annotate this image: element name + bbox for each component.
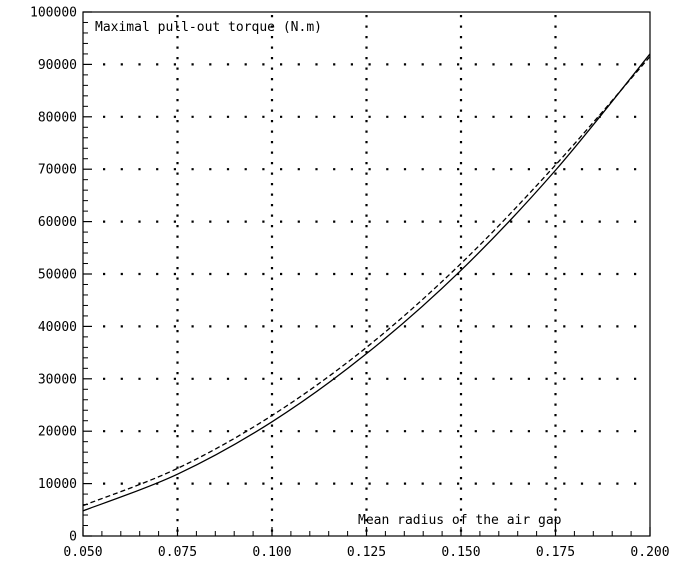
y-tick-label: 40000 xyxy=(38,320,77,335)
y-tick-label: 20000 xyxy=(38,425,77,440)
y-axis: 0 10000 20000 30000 40000 50000 60000 70000 8000… xyxy=(30,6,92,545)
x-tick-label: 0.050 xyxy=(63,545,102,560)
series-lines xyxy=(82,53,651,512)
y-tick-label: 60000 xyxy=(38,215,77,230)
y-tick-label: 100000 xyxy=(30,6,77,21)
x-tick-label: 0.075 xyxy=(158,545,197,560)
series-line-dashed xyxy=(82,56,651,507)
y-tick-label: 50000 xyxy=(38,268,77,283)
x-tick-label: 0.175 xyxy=(536,545,575,560)
y-tick-label: 70000 xyxy=(38,163,77,178)
series-line-solid xyxy=(82,53,651,512)
grid xyxy=(103,15,648,533)
x-tick-label: 0.150 xyxy=(441,545,480,560)
y-quantity-annotation: Maximal pull-out torque (N.m) xyxy=(95,20,322,35)
x-tick-label: 0.100 xyxy=(252,545,291,560)
x-tick-label: 0.125 xyxy=(347,545,386,560)
x-tick-label: 0.200 xyxy=(630,545,669,560)
y-tick-label: 80000 xyxy=(38,110,77,125)
x-axis: 0.050 0.075 0.100 0.125 0.150 0.175 0.200 xyxy=(63,527,670,560)
x-quantity-annotation: Mean radius of the air gap xyxy=(358,513,562,528)
y-tick-label: 0 xyxy=(69,530,77,545)
y-tick-label: 30000 xyxy=(38,372,77,387)
y-tick-label: 10000 xyxy=(38,477,77,492)
y-tick-label: 90000 xyxy=(38,58,77,73)
